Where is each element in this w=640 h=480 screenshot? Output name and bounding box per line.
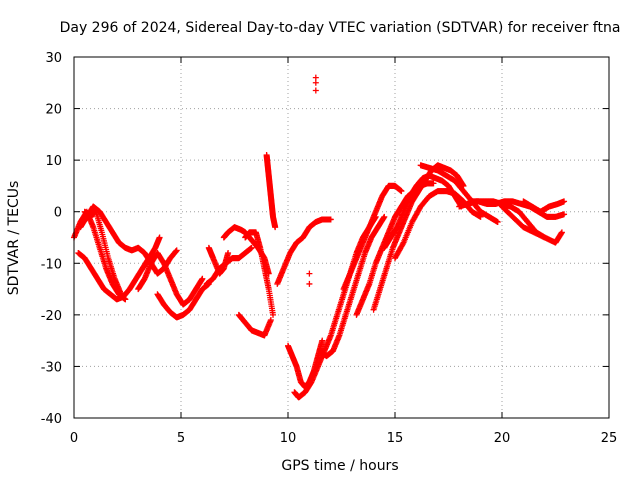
data-point	[272, 224, 279, 231]
y-tick-label: 0	[54, 206, 62, 221]
data-point	[561, 198, 568, 205]
data-point	[312, 87, 319, 94]
chart-title: Day 296 of 2024, Sidereal Day-to-day VTE…	[60, 20, 621, 36]
axis-ticks: 0 5 10 15 20 25 -40 -30 -20 -10 0 10 20 30	[41, 51, 618, 446]
x-tick-label: 0	[70, 431, 78, 446]
series-arc-n	[274, 216, 334, 287]
x-tick-label: 15	[387, 431, 404, 446]
series-arc-u	[370, 162, 467, 313]
y-tick-label: -40	[41, 412, 62, 427]
data-point	[270, 311, 277, 318]
y-tick-label: -30	[41, 360, 62, 375]
data-point	[398, 188, 405, 195]
data-point	[327, 216, 334, 223]
data-point	[173, 247, 180, 254]
series-arc-e	[135, 249, 206, 308]
data-point	[199, 275, 206, 282]
data-point	[319, 337, 326, 344]
data-point	[477, 213, 484, 220]
y-tick-label: -10	[41, 257, 62, 272]
data-point	[306, 280, 313, 287]
y-tick-label: -20	[41, 309, 62, 324]
data-point	[381, 213, 388, 220]
data-point	[225, 249, 232, 256]
x-tick-label: 25	[601, 431, 618, 446]
x-axis-label: GPS time / hours	[281, 458, 398, 474]
series-arc-f	[154, 280, 212, 321]
data-point	[558, 229, 565, 236]
series-arc-l	[242, 229, 277, 318]
series-arc-aa	[520, 198, 568, 215]
series-outliers	[306, 74, 319, 287]
series-arc-m	[263, 151, 279, 231]
plot-frame	[73, 56, 610, 419]
y-axis-label: SDTVAR / TECUs	[6, 181, 22, 296]
data-point	[312, 79, 319, 86]
data-point	[156, 234, 163, 241]
data-point	[267, 317, 274, 324]
y-tick-label: 10	[45, 154, 62, 169]
x-tick-label: 10	[280, 431, 297, 446]
series-arc-d	[81, 206, 125, 298]
data-point	[430, 180, 437, 187]
y-tick-label: 20	[45, 103, 62, 118]
data-point	[494, 219, 501, 226]
data-point	[118, 291, 125, 298]
y-tick-label: 30	[45, 51, 62, 66]
x-tick-label: 5	[177, 431, 185, 446]
series-arc-q	[317, 213, 388, 360]
series-arc-g	[135, 244, 180, 277]
data-points	[71, 74, 568, 401]
data-point	[306, 270, 313, 277]
grid	[74, 57, 609, 418]
x-tick-label: 20	[494, 431, 511, 446]
data-point	[248, 244, 255, 251]
data-point	[561, 211, 568, 218]
series-arc-i	[205, 244, 232, 277]
series-arc-k	[235, 311, 274, 339]
data-point	[312, 74, 319, 81]
series-arc-z	[499, 203, 565, 246]
data-point	[399, 240, 406, 247]
series-arc-r	[340, 182, 405, 293]
